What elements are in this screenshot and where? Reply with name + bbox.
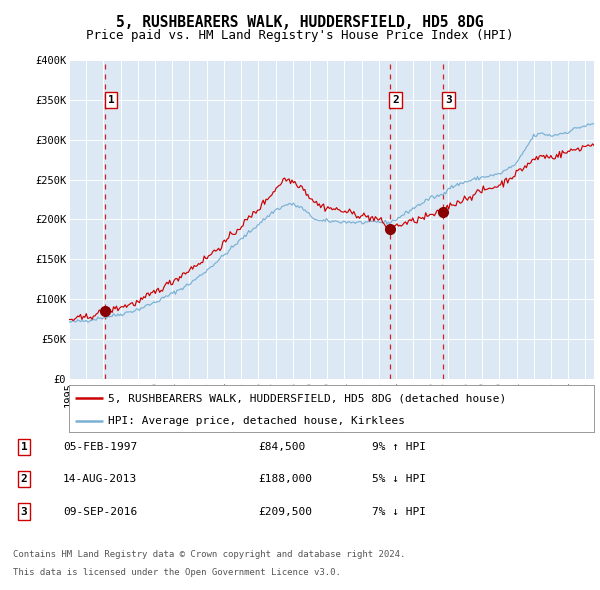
- Text: 2: 2: [392, 95, 399, 105]
- Text: £84,500: £84,500: [258, 442, 305, 451]
- Text: 1: 1: [20, 442, 28, 451]
- Text: 2: 2: [20, 474, 28, 484]
- Text: 3: 3: [445, 95, 452, 105]
- Text: This data is licensed under the Open Government Licence v3.0.: This data is licensed under the Open Gov…: [13, 568, 341, 577]
- Text: 3: 3: [20, 507, 28, 516]
- Text: 9% ↑ HPI: 9% ↑ HPI: [372, 442, 426, 451]
- Text: 5, RUSHBEARERS WALK, HUDDERSFIELD, HD5 8DG: 5, RUSHBEARERS WALK, HUDDERSFIELD, HD5 8…: [116, 15, 484, 30]
- Text: £209,500: £209,500: [258, 507, 312, 516]
- Text: 05-FEB-1997: 05-FEB-1997: [63, 442, 137, 451]
- Text: 7% ↓ HPI: 7% ↓ HPI: [372, 507, 426, 516]
- Text: £188,000: £188,000: [258, 474, 312, 484]
- Text: 1: 1: [107, 95, 115, 105]
- Text: 09-SEP-2016: 09-SEP-2016: [63, 507, 137, 516]
- Text: 5, RUSHBEARERS WALK, HUDDERSFIELD, HD5 8DG (detached house): 5, RUSHBEARERS WALK, HUDDERSFIELD, HD5 8…: [109, 393, 506, 403]
- Text: HPI: Average price, detached house, Kirklees: HPI: Average price, detached house, Kirk…: [109, 416, 406, 425]
- Text: Price paid vs. HM Land Registry's House Price Index (HPI): Price paid vs. HM Land Registry's House …: [86, 30, 514, 42]
- Text: 14-AUG-2013: 14-AUG-2013: [63, 474, 137, 484]
- Text: Contains HM Land Registry data © Crown copyright and database right 2024.: Contains HM Land Registry data © Crown c…: [13, 550, 406, 559]
- Text: 5% ↓ HPI: 5% ↓ HPI: [372, 474, 426, 484]
